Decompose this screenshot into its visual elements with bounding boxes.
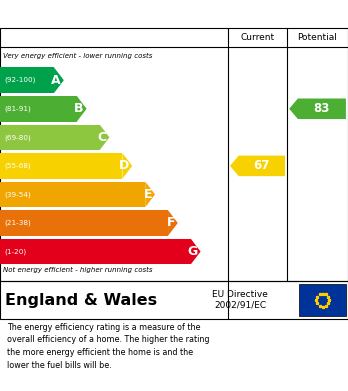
Text: Potential: Potential <box>298 33 338 42</box>
Text: B: B <box>74 102 84 115</box>
Text: (39-54): (39-54) <box>5 191 31 198</box>
Text: Current: Current <box>240 33 275 42</box>
Text: 83: 83 <box>314 102 330 115</box>
Bar <box>0 210 168 236</box>
Text: D: D <box>119 160 129 172</box>
Polygon shape <box>230 156 285 176</box>
Text: (55-68): (55-68) <box>5 163 31 169</box>
Bar <box>0 182 145 207</box>
Bar <box>0 239 191 264</box>
Text: The energy efficiency rating is a measure of the
overall efficiency of a home. T: The energy efficiency rating is a measur… <box>7 323 209 370</box>
Text: EU Directive
2002/91/EC: EU Directive 2002/91/EC <box>212 290 268 310</box>
Text: (81-91): (81-91) <box>5 106 31 112</box>
Text: (92-100): (92-100) <box>5 77 36 83</box>
Text: England & Wales: England & Wales <box>5 292 157 307</box>
Text: (69-80): (69-80) <box>5 134 31 141</box>
Bar <box>0 96 77 122</box>
Text: Energy Efficiency Rating: Energy Efficiency Rating <box>5 7 197 21</box>
Bar <box>0 153 122 179</box>
Polygon shape <box>145 182 155 207</box>
Text: Not energy efficient - higher running costs: Not energy efficient - higher running co… <box>3 267 153 273</box>
Text: A: A <box>52 74 61 87</box>
Text: (21-38): (21-38) <box>5 220 31 226</box>
Text: G: G <box>188 245 198 258</box>
Polygon shape <box>77 96 87 122</box>
Text: 67: 67 <box>254 160 270 172</box>
Bar <box>0 68 54 93</box>
Bar <box>299 284 346 316</box>
Text: F: F <box>166 217 175 230</box>
Polygon shape <box>122 153 132 179</box>
Polygon shape <box>191 239 200 264</box>
Polygon shape <box>168 210 178 236</box>
Polygon shape <box>100 125 109 150</box>
Text: Very energy efficient - lower running costs: Very energy efficient - lower running co… <box>3 53 153 59</box>
Text: (1-20): (1-20) <box>5 248 27 255</box>
Bar <box>0 125 100 150</box>
Text: C: C <box>97 131 106 144</box>
Polygon shape <box>289 99 346 119</box>
Polygon shape <box>54 68 64 93</box>
Text: E: E <box>144 188 152 201</box>
